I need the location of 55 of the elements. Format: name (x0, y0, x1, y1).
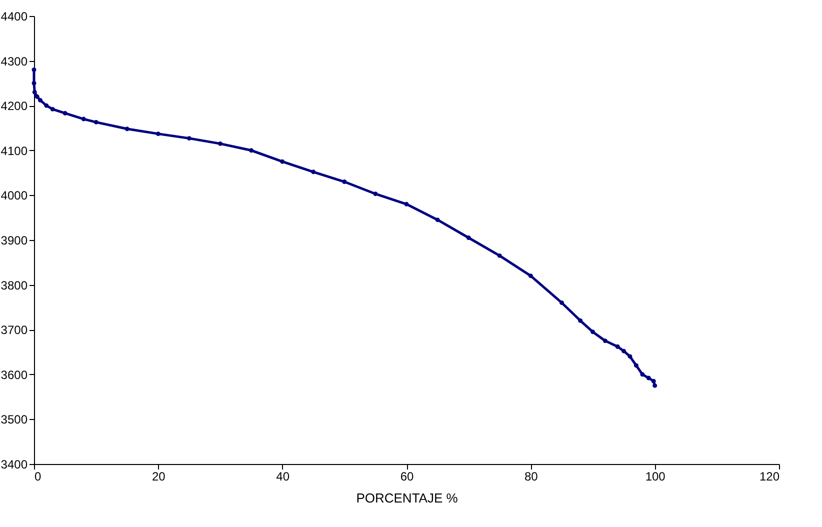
y-tick-label: 3700 (0, 323, 28, 338)
point (622, 348, 626, 354)
x-tick-label: 60 (400, 470, 414, 484)
point (634, 363, 638, 368)
point (50, 106, 55, 112)
point (156, 132, 160, 136)
point (311, 170, 316, 174)
point (651, 378, 656, 384)
point (373, 192, 378, 196)
point (559, 300, 564, 305)
point (34, 94, 40, 99)
point (646, 376, 651, 380)
point (404, 202, 409, 206)
point (280, 159, 285, 164)
y-tick-label: 4200 (0, 99, 28, 114)
point (652, 383, 658, 388)
point (578, 318, 583, 323)
y-tick-label: 4300 (0, 54, 28, 68)
x-tick-label: 80 (524, 470, 538, 484)
point (124, 126, 130, 132)
x-tick-label: 120 (759, 470, 780, 484)
point (528, 274, 533, 278)
y-tick-label: 4400 (0, 10, 28, 24)
point (32, 80, 36, 86)
point (640, 372, 645, 377)
y-tick-label: 3800 (0, 278, 28, 292)
x-axis-title: PORCENTAJE % (356, 490, 458, 506)
x-tick-label: 100 (645, 470, 666, 484)
y-tick-label: 3900 (0, 234, 28, 248)
y-tick-label: 3400 (0, 458, 28, 472)
x-tick-label: 20 (152, 470, 166, 484)
point (435, 218, 440, 222)
point (81, 116, 86, 122)
point (590, 330, 595, 334)
point (32, 68, 36, 72)
y-tick-label: 3500 (0, 412, 28, 427)
point (32, 90, 37, 94)
point (628, 354, 632, 359)
point (602, 338, 608, 344)
point (38, 98, 42, 102)
point (218, 141, 222, 146)
x-tick-label: 40 (276, 470, 290, 484)
x-tick-label: 0 (34, 470, 42, 484)
y-tick-label: 4100 (0, 144, 28, 158)
point (44, 103, 49, 108)
point (497, 253, 502, 258)
point (94, 120, 98, 124)
y-tick-label: 3600 (0, 368, 28, 382)
point (186, 136, 192, 141)
point (466, 236, 471, 240)
point (62, 110, 68, 116)
y-tick-label: 4000 (0, 188, 28, 203)
point (249, 148, 254, 153)
point (342, 180, 347, 184)
point (615, 344, 620, 349)
